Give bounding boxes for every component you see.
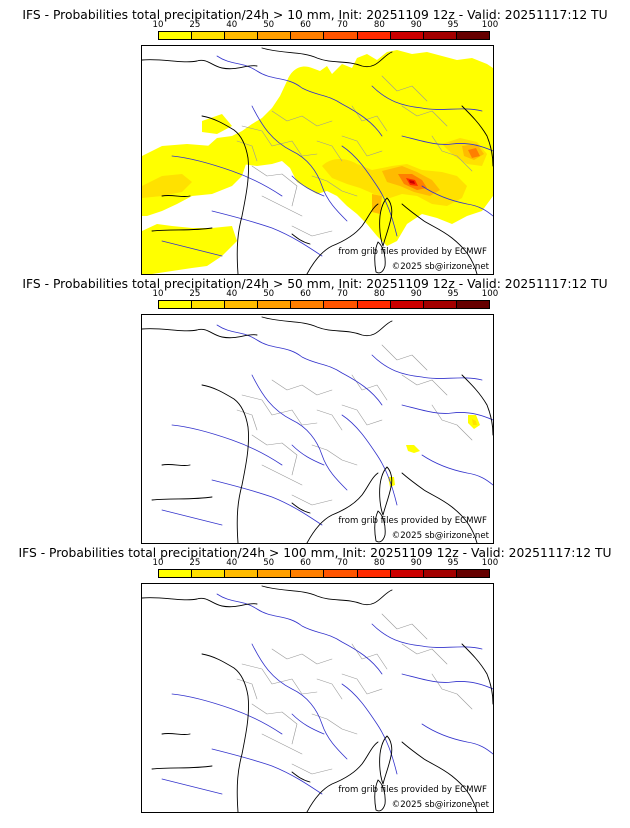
colorbar-tick-label: 95	[447, 558, 459, 568]
colorbar-segment	[291, 32, 325, 39]
colorbar-segment	[291, 570, 325, 577]
colorbar-tick-label: 10	[152, 289, 164, 299]
panel-title: IFS - Probabilities total precipitation/…	[18, 546, 612, 560]
colorbar-segment	[357, 570, 391, 577]
credit-source: from grib files provided by ECMWF	[338, 785, 487, 795]
colorbar-tick-label: 70	[336, 20, 348, 30]
colorbar-tick-label: 100	[481, 558, 499, 568]
colorbar-segment	[423, 570, 457, 577]
colorbar-segment	[258, 32, 292, 39]
colorbar	[158, 31, 490, 40]
region-boundaries	[236, 75, 473, 237]
colorbar-segment	[324, 301, 358, 308]
colorbar-segment	[456, 32, 489, 39]
map: from grib files provided by ECMWF ©2025 …	[141, 45, 494, 275]
panel-title: IFS - Probabilities total precipitation/…	[22, 277, 608, 291]
colorbar-tick-label: 80	[373, 558, 385, 568]
coastline	[142, 47, 493, 274]
colorbar-tick-label: 50	[263, 289, 275, 299]
colorbar-tick-label: 40	[226, 20, 238, 30]
colorbar-ticks: 10 25 40 50 60 70 80 90 95 100	[153, 558, 499, 568]
colorbar-tick-label: 95	[447, 289, 459, 299]
panel-50mm: IFS - Probabilities total precipitation/…	[0, 276, 630, 545]
colorbar-segment	[324, 32, 358, 39]
colorbar-ticks: 10 25 40 50 60 70 80 90 95 100	[153, 289, 499, 299]
colorbar-segment	[258, 301, 292, 308]
colorbar-tick-label: 100	[481, 20, 499, 30]
panel-100mm: IFS - Probabilities total precipitation/…	[0, 545, 630, 814]
colorbar-segment	[456, 570, 489, 577]
colorbar-tick-label: 60	[300, 20, 312, 30]
coastline	[142, 585, 493, 812]
colorbar-segment	[192, 32, 226, 39]
panel-10mm: IFS - Probabilities total precipitation/…	[0, 7, 630, 276]
credit-source: from grib files provided by ECMWF	[338, 247, 487, 257]
credit-copyright: ©2025 sb@irizone.net	[391, 800, 489, 810]
colorbar-segment	[258, 570, 292, 577]
colorbar-segment	[225, 570, 259, 577]
colorbar-tick-label: 50	[263, 558, 275, 568]
map: from grib files provided by ECMWF ©2025 …	[141, 583, 494, 813]
credit-copyright: ©2025 sb@irizone.net	[391, 262, 489, 272]
colorbar-tick-label: 100	[481, 289, 499, 299]
colorbar-tick-label: 25	[189, 558, 201, 568]
colorbar-segment	[291, 301, 325, 308]
credit-source: from grib files provided by ECMWF	[338, 516, 487, 526]
precip-fill	[388, 415, 480, 487]
precip-fill	[142, 50, 493, 274]
colorbar-segment	[324, 570, 358, 577]
colorbar-segment	[192, 301, 226, 308]
colorbar-tick-label: 90	[410, 289, 422, 299]
colorbar-tick-label: 90	[410, 20, 422, 30]
colorbar-ticks: 10 25 40 50 60 70 80 90 95 100	[153, 20, 499, 30]
colorbar-tick-label: 80	[373, 289, 385, 299]
colorbar-segment	[390, 301, 424, 308]
map: from grib files provided by ECMWF ©2025 …	[141, 314, 494, 544]
rivers	[161, 593, 493, 795]
colorbar-segment	[423, 32, 457, 39]
credit-copyright: ©2025 sb@irizone.net	[391, 531, 489, 541]
colorbar-segment	[192, 570, 226, 577]
colorbar-segment	[357, 301, 391, 308]
colorbar-segment	[159, 570, 193, 577]
region-boundaries	[236, 344, 473, 506]
colorbar-tick-label: 25	[189, 20, 201, 30]
colorbar-segment	[456, 301, 489, 308]
colorbar-tick-label: 70	[336, 289, 348, 299]
colorbar-segment	[390, 32, 424, 39]
colorbar-tick-label: 60	[300, 558, 312, 568]
colorbar-segment	[159, 32, 193, 39]
coastline	[142, 316, 493, 543]
rivers	[161, 55, 493, 257]
colorbar-tick-label: 95	[447, 20, 459, 30]
colorbar	[158, 569, 490, 578]
colorbar-tick-label: 10	[152, 20, 164, 30]
colorbar-segment	[225, 32, 259, 39]
colorbar-tick-label: 40	[226, 289, 238, 299]
region-boundaries	[236, 613, 473, 775]
colorbar-tick-label: 60	[300, 289, 312, 299]
panel-title: IFS - Probabilities total precipitation/…	[22, 8, 608, 22]
colorbar-segment	[357, 32, 391, 39]
colorbar-segment	[423, 301, 457, 308]
colorbar-segment	[159, 301, 193, 308]
colorbar-segment	[225, 301, 259, 308]
colorbar-segment	[390, 570, 424, 577]
colorbar	[158, 300, 490, 309]
colorbar-tick-label: 40	[226, 558, 238, 568]
colorbar-tick-label: 70	[336, 558, 348, 568]
colorbar-tick-label: 10	[152, 558, 164, 568]
colorbar-tick-label: 90	[410, 558, 422, 568]
colorbar-tick-label: 50	[263, 20, 275, 30]
colorbar-tick-label: 25	[189, 289, 201, 299]
rivers	[161, 324, 493, 526]
colorbar-tick-label: 80	[373, 20, 385, 30]
